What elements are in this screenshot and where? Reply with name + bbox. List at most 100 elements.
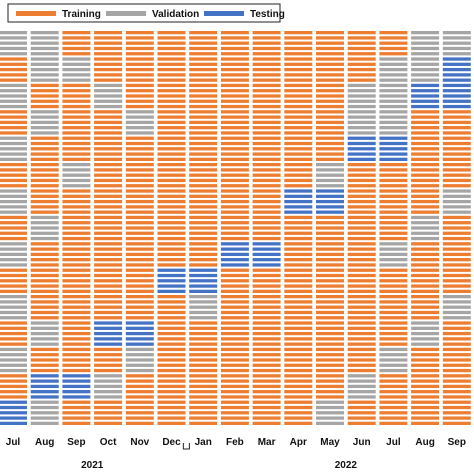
cell-validation — [94, 395, 123, 399]
cell-validation — [379, 115, 408, 119]
cell-training — [30, 94, 59, 98]
cell-training — [30, 199, 59, 204]
cell-training — [411, 358, 440, 362]
cell-training — [94, 205, 123, 209]
cell-training — [94, 157, 123, 161]
cell-training — [220, 405, 249, 410]
legend-label-testing: Testing — [250, 9, 285, 20]
cell-training — [284, 73, 313, 77]
cell-training — [157, 305, 186, 309]
cell-training — [284, 141, 313, 146]
cell-training — [284, 226, 313, 230]
cell-training — [220, 215, 249, 220]
cell-training — [62, 411, 91, 415]
cell-testing — [125, 337, 154, 341]
cell-training — [442, 268, 471, 272]
cell-training — [189, 368, 218, 373]
cell-training — [0, 163, 27, 167]
cell-testing — [125, 321, 154, 325]
cell-training — [189, 384, 218, 389]
cell-training — [252, 178, 281, 183]
cell-training — [62, 337, 91, 341]
cell-training — [411, 400, 440, 404]
cell-training — [411, 184, 440, 188]
cell-training — [30, 268, 59, 272]
cell-training — [411, 110, 440, 114]
cell-validation — [379, 368, 408, 373]
cell-training — [316, 126, 344, 130]
cell-training — [220, 421, 249, 425]
cell-training — [220, 300, 249, 304]
cell-validation — [0, 263, 27, 267]
cell-training — [442, 379, 471, 383]
cell-training — [252, 173, 281, 177]
cell-validation — [30, 52, 59, 56]
cell-validation — [62, 173, 91, 177]
cell-training — [157, 205, 186, 209]
cell-training — [30, 279, 59, 283]
cell-training — [189, 326, 218, 330]
cell-training — [284, 46, 313, 51]
cell-training — [189, 78, 218, 82]
cell-training — [442, 247, 471, 251]
cell-training — [125, 147, 154, 151]
cell-training — [316, 247, 344, 251]
cell-testing — [220, 242, 249, 246]
cell-training — [94, 258, 123, 262]
cell-training — [94, 226, 123, 230]
cell-testing — [157, 289, 186, 293]
cell-testing — [189, 268, 218, 272]
cell-training — [62, 210, 91, 214]
cell-testing — [442, 67, 471, 72]
cell-training — [157, 52, 186, 56]
cell-training — [220, 94, 249, 98]
cell-training — [379, 226, 408, 230]
cell-training — [62, 94, 91, 98]
cell-training — [347, 411, 376, 415]
cell-validation — [30, 57, 59, 61]
cell-training — [316, 279, 344, 283]
cell-training — [94, 295, 123, 299]
cell-training — [220, 157, 249, 161]
cell-training — [125, 268, 154, 272]
x-axis-months: Jul Aug Sep Oct Nov Dec Jan Feb Mar Apr May Jun Jul A… — [6, 437, 466, 448]
cell-training — [220, 205, 249, 209]
cell-training — [411, 411, 440, 415]
cell-training — [125, 36, 154, 40]
cell-training — [30, 168, 59, 172]
cell-validation — [316, 405, 344, 410]
cell-training — [284, 379, 313, 383]
cell-validation — [30, 62, 59, 66]
cell-training — [62, 120, 91, 125]
cell-training — [62, 157, 91, 161]
cell-training — [284, 300, 313, 304]
cell-training — [157, 57, 186, 61]
cell-training — [157, 242, 186, 246]
cell-training — [411, 126, 440, 130]
cell-training — [62, 268, 91, 272]
cell-training — [442, 110, 471, 114]
cell-training — [189, 321, 218, 325]
cell-training — [125, 31, 154, 35]
cell-training — [62, 316, 91, 320]
cell-training — [125, 94, 154, 98]
cell-validation — [411, 73, 440, 77]
cell-training — [284, 363, 313, 367]
cell-training — [252, 321, 281, 325]
cell-training — [62, 131, 91, 135]
cell-validation — [0, 210, 27, 214]
cell-testing — [411, 104, 440, 109]
cell-training — [30, 152, 59, 156]
cell-training — [411, 353, 440, 357]
cell-validation — [0, 46, 27, 51]
cell-training — [30, 141, 59, 146]
cell-training — [157, 67, 186, 72]
legend-swatch-validation — [106, 11, 146, 16]
cell-training — [284, 41, 313, 45]
cell-training — [284, 390, 313, 394]
cell-validation — [379, 126, 408, 130]
cell-training — [189, 342, 218, 346]
cell-training — [220, 194, 249, 198]
cell-training — [125, 400, 154, 404]
cell-training — [442, 273, 471, 278]
